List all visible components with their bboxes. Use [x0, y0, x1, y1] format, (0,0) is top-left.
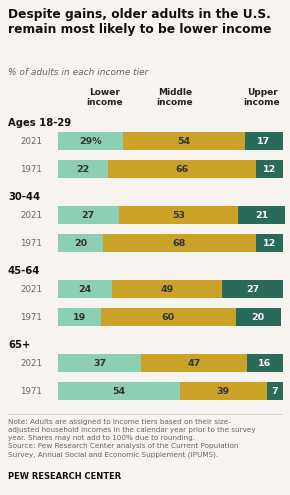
Text: 68: 68 [173, 239, 186, 248]
Text: 12: 12 [263, 239, 276, 248]
Bar [222, 280, 283, 298]
Bar [112, 280, 222, 298]
Text: 65+: 65+ [8, 340, 30, 350]
Bar [58, 132, 123, 150]
Bar [58, 234, 103, 252]
Bar [236, 308, 281, 326]
Text: Ages 18-29: Ages 18-29 [8, 118, 71, 128]
Text: 24: 24 [78, 285, 92, 294]
Bar [58, 382, 180, 400]
Bar [180, 382, 267, 400]
Text: 49: 49 [160, 285, 174, 294]
Text: 20: 20 [74, 239, 87, 248]
Text: 16: 16 [258, 358, 272, 367]
Text: 19: 19 [73, 312, 86, 321]
Bar [256, 160, 283, 178]
Text: 2021: 2021 [20, 137, 42, 146]
Text: 53: 53 [172, 210, 185, 219]
Bar [247, 354, 283, 372]
Text: % of adults in each income tier: % of adults in each income tier [8, 68, 148, 77]
Bar [58, 280, 112, 298]
Bar [108, 160, 256, 178]
Bar [123, 132, 245, 150]
Text: Despite gains, older adults in the U.S.
remain most likely to be lower income: Despite gains, older adults in the U.S. … [8, 8, 271, 37]
Text: Note: Adults are assigned to income tiers based on their size-
adjusted househol: Note: Adults are assigned to income tier… [8, 419, 255, 457]
Bar [58, 354, 141, 372]
Text: 17: 17 [257, 137, 271, 146]
Text: 2021: 2021 [20, 210, 42, 219]
Bar [238, 206, 285, 224]
Bar [267, 382, 283, 400]
Text: 29%: 29% [79, 137, 102, 146]
Bar [58, 206, 119, 224]
Bar [58, 308, 101, 326]
Text: 27: 27 [246, 285, 259, 294]
Text: 60: 60 [162, 312, 175, 321]
Text: Middle
income: Middle income [157, 88, 193, 107]
Text: 1971: 1971 [20, 387, 42, 396]
Text: 45-64: 45-64 [8, 266, 40, 276]
Bar [141, 354, 247, 372]
Text: 27: 27 [82, 210, 95, 219]
Text: 54: 54 [177, 137, 191, 146]
Text: 2021: 2021 [20, 285, 42, 294]
Text: 12: 12 [263, 164, 276, 174]
Bar [245, 132, 283, 150]
Text: 22: 22 [76, 164, 89, 174]
Text: 66: 66 [175, 164, 188, 174]
Text: 1971: 1971 [20, 239, 42, 248]
Bar [256, 234, 283, 252]
Bar [58, 160, 108, 178]
Text: Upper
income: Upper income [244, 88, 280, 107]
Bar [101, 308, 236, 326]
Text: 30-44: 30-44 [8, 192, 40, 202]
Text: 47: 47 [188, 358, 201, 367]
Bar [119, 206, 238, 224]
Text: 54: 54 [112, 387, 125, 396]
Text: PEW RESEARCH CENTER: PEW RESEARCH CENTER [8, 472, 121, 481]
Text: Lower
income: Lower income [87, 88, 123, 107]
Text: 7: 7 [272, 387, 278, 396]
Text: 37: 37 [93, 358, 106, 367]
Text: 21: 21 [255, 210, 268, 219]
Text: 1971: 1971 [20, 312, 42, 321]
Bar [103, 234, 256, 252]
Text: 1971: 1971 [20, 164, 42, 174]
Text: 20: 20 [252, 312, 265, 321]
Text: 2021: 2021 [20, 358, 42, 367]
Text: 39: 39 [217, 387, 230, 396]
